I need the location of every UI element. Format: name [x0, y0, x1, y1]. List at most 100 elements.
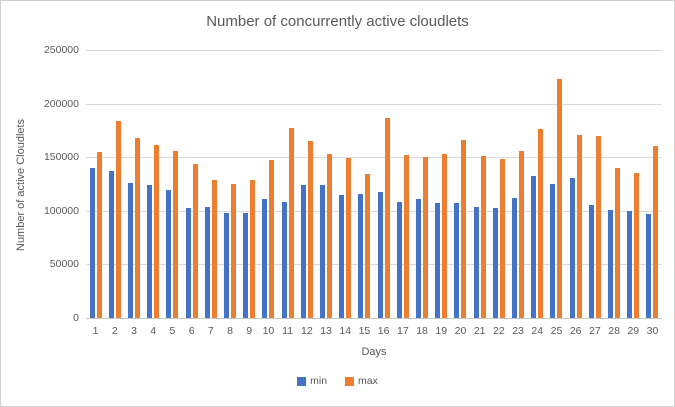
- bar-min-day-14: [339, 195, 345, 318]
- x-tick-label-1: 1: [92, 325, 99, 337]
- bar-min-day-25: [550, 184, 556, 318]
- legend-item-max: max: [345, 375, 378, 387]
- x-tick-label-29: 29: [627, 325, 640, 337]
- bar-min-day-9: [243, 213, 249, 318]
- bar-max-day-23: [519, 151, 525, 318]
- bar-max-day-22: [499, 159, 505, 318]
- bar-group-day-22: [489, 50, 508, 318]
- legend-label-min: min: [310, 375, 328, 387]
- bar-max-day-15: [365, 174, 371, 318]
- bar-min-day-30: [646, 214, 652, 318]
- bar-min-day-4: [147, 185, 153, 318]
- bar-min-day-27: [588, 205, 594, 318]
- bar-min-day-1: [89, 168, 95, 318]
- bar-max-day-29: [634, 173, 640, 318]
- x-tick-label-15: 15: [358, 325, 371, 337]
- bar-min-day-22: [492, 208, 498, 318]
- x-tick-label-27: 27: [589, 325, 601, 337]
- bar-group-day-16: [374, 50, 393, 318]
- bar-group-day-10: [259, 50, 278, 318]
- y-tick-label-100000: 100000: [43, 205, 79, 217]
- bar-max-day-9: [250, 180, 256, 318]
- x-tick-label-6: 6: [188, 325, 195, 337]
- bar-min-day-8: [224, 213, 230, 318]
- bar-group-day-23: [508, 50, 527, 318]
- bar-max-day-12: [307, 141, 313, 318]
- bar-min-day-19: [435, 203, 441, 318]
- bar-max-day-18: [423, 157, 429, 318]
- bar-min-day-2: [108, 171, 114, 318]
- bar-max-day-27: [595, 136, 601, 318]
- legend: min max: [1, 375, 674, 387]
- x-tick-label-26: 26: [569, 325, 582, 337]
- bar-max-day-19: [442, 154, 448, 318]
- bar-max-day-11: [288, 128, 294, 318]
- gridline-50000: [86, 264, 662, 265]
- x-tick-label-9: 9: [246, 325, 253, 337]
- bar-max-day-14: [346, 158, 352, 318]
- x-tick-label-11: 11: [282, 325, 294, 337]
- bar-max-day-8: [231, 184, 237, 318]
- bar-max-day-17: [403, 155, 409, 318]
- x-tick-label-25: 25: [550, 325, 563, 337]
- plot-area: [86, 50, 662, 319]
- bar-group-day-6: [182, 50, 201, 318]
- bar-group-day-19: [432, 50, 451, 318]
- bar-group-day-26: [566, 50, 585, 318]
- x-axis-title: Days: [361, 346, 387, 358]
- bar-max-day-24: [538, 129, 544, 318]
- bar-min-day-29: [627, 211, 633, 318]
- y-tick-label-200000: 200000: [43, 98, 79, 110]
- legend-item-min: min: [297, 375, 327, 387]
- x-tick-label-13: 13: [320, 325, 332, 337]
- bar-min-day-3: [128, 183, 133, 318]
- gridline-150000: [86, 157, 662, 158]
- bar-max-day-6: [192, 164, 198, 318]
- bar-max-day-2: [115, 121, 121, 318]
- bar-max-day-26: [576, 135, 582, 318]
- x-tick-label-8: 8: [227, 325, 233, 337]
- legend-swatch-min: [297, 376, 307, 386]
- y-tick-label-50000: 50000: [49, 258, 79, 270]
- x-tick-label-12: 12: [300, 325, 313, 337]
- x-tick-label-24: 24: [531, 325, 544, 337]
- bar-min-day-18: [416, 199, 422, 318]
- bar-group-day-9: [240, 50, 259, 318]
- bar-series-container: [86, 50, 662, 318]
- bar-min-day-15: [358, 194, 364, 318]
- y-tick-label-0: 0: [73, 312, 79, 324]
- x-tick-label-19: 19: [435, 325, 448, 337]
- bar-group-day-25: [547, 50, 566, 318]
- bar-group-day-12: [297, 50, 316, 318]
- bar-group-day-7: [201, 50, 220, 318]
- bar-min-day-13: [320, 185, 326, 318]
- bar-max-day-3: [135, 138, 140, 318]
- y-tick-label-250000: 250000: [43, 44, 79, 56]
- bar-max-day-21: [480, 156, 486, 318]
- x-tick-label-16: 16: [377, 325, 390, 337]
- x-tick-label-10: 10: [262, 325, 275, 337]
- x-tick-label-17: 17: [397, 325, 409, 337]
- x-axis-line: [86, 318, 662, 319]
- bar-group-day-20: [451, 50, 470, 318]
- bar-max-day-25: [557, 79, 563, 318]
- bar-group-day-24: [528, 50, 547, 318]
- bar-group-day-1: [86, 50, 105, 318]
- gridline-100000: [86, 211, 662, 212]
- chart-title: Number of concurrently active cloudlets: [206, 13, 469, 30]
- gridline-250000: [86, 50, 662, 51]
- x-tick-label-2: 2: [111, 325, 118, 337]
- x-axis-tick-labels: 1 2 3 4 5 6 7 8 9 10 11 12 13 14 15 16 17 18 19 20 21 22 23 24 2…: [86, 325, 662, 337]
- bar-max-day-28: [615, 168, 621, 318]
- bar-group-day-15: [355, 50, 374, 318]
- bar-max-day-5: [173, 151, 179, 318]
- bar-group-day-4: [144, 50, 163, 318]
- x-tick-label-22: 22: [493, 325, 505, 337]
- x-tick-label-28: 28: [608, 325, 620, 337]
- bar-group-day-27: [585, 50, 604, 318]
- bar-max-day-4: [154, 145, 160, 318]
- bar-min-day-5: [166, 190, 172, 318]
- bar-max-day-7: [211, 180, 217, 318]
- bar-min-day-11: [281, 202, 287, 318]
- x-tick-label-5: 5: [169, 325, 176, 337]
